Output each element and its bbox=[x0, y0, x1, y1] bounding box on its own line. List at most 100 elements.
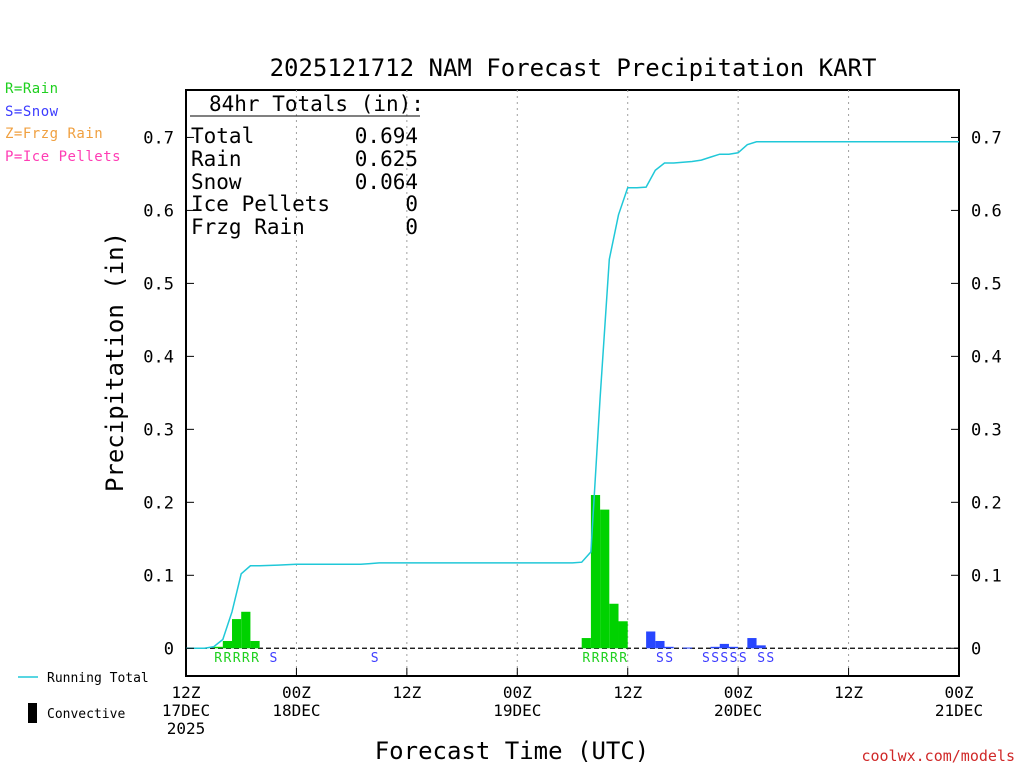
y-axis-label: Precipitation (in) bbox=[101, 232, 129, 492]
totals-label: Ice Pellets bbox=[191, 192, 330, 216]
totals-label: Frzg Rain bbox=[191, 215, 305, 239]
bar-snow bbox=[728, 646, 739, 649]
bar-rain bbox=[600, 509, 610, 649]
type-marker: R bbox=[601, 651, 609, 666]
legend-rain: R=Rain bbox=[5, 81, 59, 97]
bar-snow bbox=[710, 646, 720, 649]
y-tick-label: 0.2 bbox=[971, 493, 1002, 513]
bar-snow bbox=[646, 631, 656, 649]
type-marker: S bbox=[739, 651, 747, 666]
y-tick-label: 0 bbox=[164, 639, 174, 659]
type-marker: S bbox=[665, 651, 673, 666]
y-axis-right: 0 0.1 0.2 0.3 0.4 0.5 0.6 0.7 bbox=[951, 128, 1002, 659]
totals-value: 0.625 bbox=[355, 147, 418, 171]
totals-value: 0 bbox=[405, 215, 418, 239]
running-total-legend-label: Running Total bbox=[47, 671, 149, 686]
totals-label: Rain bbox=[191, 147, 242, 171]
x-tick-label: 18DEC bbox=[272, 701, 320, 720]
bar-rain bbox=[250, 640, 260, 649]
x-tick-label: 00Z bbox=[945, 683, 974, 702]
plot-frame bbox=[185, 89, 960, 677]
y-tick-label: 0.1 bbox=[143, 566, 174, 586]
y-tick-label: 0.5 bbox=[971, 274, 1002, 294]
type-marker: R bbox=[233, 651, 241, 666]
bar-snow bbox=[682, 647, 693, 649]
y-tick-label: 0.6 bbox=[971, 201, 1002, 221]
precip-bars bbox=[213, 495, 766, 649]
type-marker: R bbox=[582, 651, 590, 666]
bar-rain bbox=[222, 640, 233, 649]
type-marker: S bbox=[371, 651, 379, 666]
bar-snow bbox=[756, 645, 766, 649]
bar-rain bbox=[618, 621, 628, 649]
x-tick-label: 20DEC bbox=[714, 701, 762, 720]
bar-snow bbox=[664, 646, 674, 649]
running-total-series bbox=[186, 141, 959, 650]
totals-box: 84hr Totals (in): Total 0.694 Rain 0.625… bbox=[190, 92, 424, 239]
x-tick-label: 00Z bbox=[503, 683, 532, 702]
x-tick-label: 19DEC bbox=[493, 701, 541, 720]
y-tick-label: 0 bbox=[971, 639, 981, 659]
bar-rain bbox=[581, 638, 591, 649]
type-marker: S bbox=[720, 651, 728, 666]
totals-header: 84hr Totals (in): bbox=[209, 92, 424, 116]
convective-legend-swatch bbox=[28, 703, 37, 723]
type-marker: R bbox=[214, 651, 222, 666]
bar-snow bbox=[655, 640, 665, 649]
x-tick-label: 12Z bbox=[392, 683, 421, 702]
x-tick-label: 00Z bbox=[724, 683, 753, 702]
chart-title: 2025121712 NAM Forecast Precipitation KA… bbox=[270, 54, 877, 82]
x-tick-label: 12Z bbox=[172, 683, 201, 702]
bar-rain bbox=[232, 619, 242, 649]
totals-label: Snow bbox=[191, 170, 242, 194]
x-tick-label: 2025 bbox=[167, 719, 206, 738]
credit-text: coolwx.com/models bbox=[861, 747, 1015, 765]
running-total-line bbox=[186, 141, 959, 650]
type-marker: R bbox=[251, 651, 259, 666]
y-tick-label: 0.5 bbox=[143, 274, 174, 294]
totals-value: 0 bbox=[405, 192, 418, 216]
y-tick-label: 0.1 bbox=[971, 566, 1002, 586]
type-marker: S bbox=[702, 651, 710, 666]
type-marker: R bbox=[619, 651, 627, 666]
type-marker: R bbox=[592, 651, 600, 666]
type-marker: R bbox=[610, 651, 618, 666]
y-tick-label: 0.3 bbox=[143, 420, 174, 440]
type-marker: S bbox=[766, 651, 774, 666]
type-marker: S bbox=[656, 651, 664, 666]
y-tick-label: 0.3 bbox=[971, 420, 1002, 440]
type-marker: S bbox=[270, 651, 278, 666]
type-marker: S bbox=[730, 651, 738, 666]
y-tick-label: 0.6 bbox=[143, 201, 174, 221]
totals-label: Total bbox=[191, 124, 254, 148]
x-tick-label: 17DEC bbox=[162, 701, 210, 720]
legend-ice-pellets: P=Ice Pellets bbox=[5, 149, 122, 165]
type-marker: R bbox=[242, 651, 250, 666]
bar-snow bbox=[747, 638, 757, 649]
legend-snow: S=Snow bbox=[5, 104, 59, 120]
x-axis-label: Forecast Time (UTC) bbox=[375, 737, 650, 765]
totals-value: 0.694 bbox=[355, 124, 418, 148]
bar-rain bbox=[590, 495, 601, 649]
x-tick-label: 12Z bbox=[834, 683, 863, 702]
y-axis-left: 0 0.1 0.2 0.3 0.4 0.5 0.6 0.7 bbox=[143, 128, 194, 659]
type-marker: S bbox=[757, 651, 765, 666]
y-tick-label: 0.7 bbox=[971, 128, 1002, 148]
y-tick-label: 0.7 bbox=[143, 128, 174, 148]
bar-rain bbox=[609, 603, 619, 649]
bar-snow bbox=[719, 643, 729, 649]
type-marker: S bbox=[711, 651, 719, 666]
y-tick-label: 0.4 bbox=[971, 347, 1002, 367]
type-marker: R bbox=[223, 651, 231, 666]
legend-frzg-rain: Z=Frzg Rain bbox=[5, 126, 104, 142]
x-tick-label: 00Z bbox=[282, 683, 311, 702]
totals-value: 0.064 bbox=[355, 170, 418, 194]
x-tick-label: 21DEC bbox=[935, 701, 983, 720]
x-tick-label: 12Z bbox=[613, 683, 642, 702]
convective-legend-label: Convective bbox=[47, 707, 125, 722]
y-tick-label: 0.4 bbox=[143, 347, 174, 367]
y-tick-label: 0.2 bbox=[143, 493, 174, 513]
